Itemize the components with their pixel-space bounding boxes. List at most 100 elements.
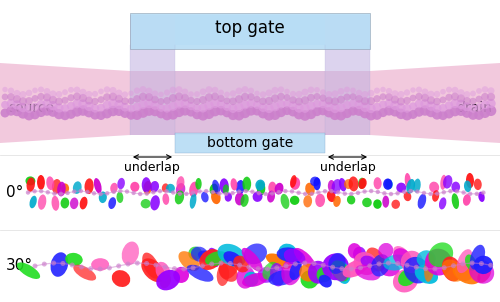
Circle shape <box>402 111 412 120</box>
Circle shape <box>420 99 430 108</box>
Circle shape <box>32 95 38 102</box>
Ellipse shape <box>316 194 325 207</box>
Circle shape <box>300 110 310 121</box>
Circle shape <box>464 91 470 98</box>
Circle shape <box>84 107 94 117</box>
Circle shape <box>360 103 370 112</box>
Ellipse shape <box>211 191 220 204</box>
Circle shape <box>36 100 46 108</box>
Circle shape <box>102 108 112 118</box>
Circle shape <box>150 101 160 110</box>
Circle shape <box>218 261 224 265</box>
Ellipse shape <box>378 243 394 259</box>
Ellipse shape <box>57 182 66 196</box>
Ellipse shape <box>310 177 320 186</box>
Circle shape <box>314 87 320 93</box>
Circle shape <box>332 90 338 97</box>
Circle shape <box>55 98 63 105</box>
Circle shape <box>78 105 88 116</box>
Circle shape <box>276 190 281 194</box>
Circle shape <box>270 191 274 196</box>
Circle shape <box>398 91 404 98</box>
Circle shape <box>356 90 362 96</box>
Circle shape <box>164 89 170 96</box>
Circle shape <box>312 261 316 266</box>
Circle shape <box>88 266 94 271</box>
Circle shape <box>13 95 21 103</box>
Circle shape <box>98 266 102 271</box>
Circle shape <box>79 94 87 102</box>
Ellipse shape <box>322 253 349 280</box>
Ellipse shape <box>205 251 228 266</box>
Circle shape <box>110 87 116 94</box>
Circle shape <box>480 108 490 118</box>
Circle shape <box>330 189 334 193</box>
Circle shape <box>368 90 374 97</box>
Circle shape <box>210 106 220 116</box>
Circle shape <box>85 97 93 104</box>
Ellipse shape <box>189 182 198 197</box>
Circle shape <box>43 93 51 101</box>
Ellipse shape <box>385 179 393 189</box>
Ellipse shape <box>358 178 366 189</box>
Circle shape <box>180 99 190 108</box>
Circle shape <box>98 192 103 196</box>
Circle shape <box>350 88 356 93</box>
Circle shape <box>62 97 68 104</box>
Ellipse shape <box>392 200 400 209</box>
Circle shape <box>374 88 380 94</box>
Circle shape <box>49 96 57 104</box>
Circle shape <box>169 94 177 102</box>
Ellipse shape <box>52 196 59 211</box>
Text: source: source <box>8 101 54 115</box>
Circle shape <box>384 106 394 116</box>
Circle shape <box>320 95 326 102</box>
Ellipse shape <box>175 191 184 204</box>
Circle shape <box>2 87 7 92</box>
Ellipse shape <box>70 198 78 209</box>
Circle shape <box>462 102 471 111</box>
Circle shape <box>469 104 477 113</box>
Circle shape <box>476 96 482 103</box>
Circle shape <box>104 86 110 93</box>
Circle shape <box>118 189 122 193</box>
Circle shape <box>60 111 70 120</box>
Ellipse shape <box>140 199 150 208</box>
Circle shape <box>321 263 326 268</box>
Circle shape <box>422 88 428 95</box>
Circle shape <box>308 87 314 93</box>
Circle shape <box>355 95 363 103</box>
Ellipse shape <box>46 176 54 190</box>
Circle shape <box>135 261 140 265</box>
Circle shape <box>475 103 483 111</box>
Circle shape <box>97 104 105 112</box>
Circle shape <box>362 189 367 194</box>
Circle shape <box>171 190 175 195</box>
Ellipse shape <box>478 192 484 202</box>
Circle shape <box>92 91 98 97</box>
Circle shape <box>200 263 205 268</box>
Circle shape <box>368 263 372 268</box>
Circle shape <box>458 89 464 96</box>
Circle shape <box>98 96 104 103</box>
Ellipse shape <box>474 178 482 190</box>
Circle shape <box>416 93 422 100</box>
Circle shape <box>114 100 124 109</box>
Circle shape <box>312 107 322 116</box>
Ellipse shape <box>219 255 238 279</box>
Circle shape <box>278 86 284 93</box>
Circle shape <box>457 94 465 103</box>
Circle shape <box>178 191 182 196</box>
Circle shape <box>134 88 140 94</box>
Circle shape <box>427 96 435 104</box>
Circle shape <box>103 93 111 101</box>
Circle shape <box>319 100 327 108</box>
Circle shape <box>186 107 196 117</box>
Circle shape <box>18 108 28 119</box>
Circle shape <box>386 261 391 265</box>
Circle shape <box>206 86 212 93</box>
Ellipse shape <box>328 180 335 192</box>
Circle shape <box>344 94 350 101</box>
Circle shape <box>204 108 214 119</box>
Ellipse shape <box>112 270 130 287</box>
